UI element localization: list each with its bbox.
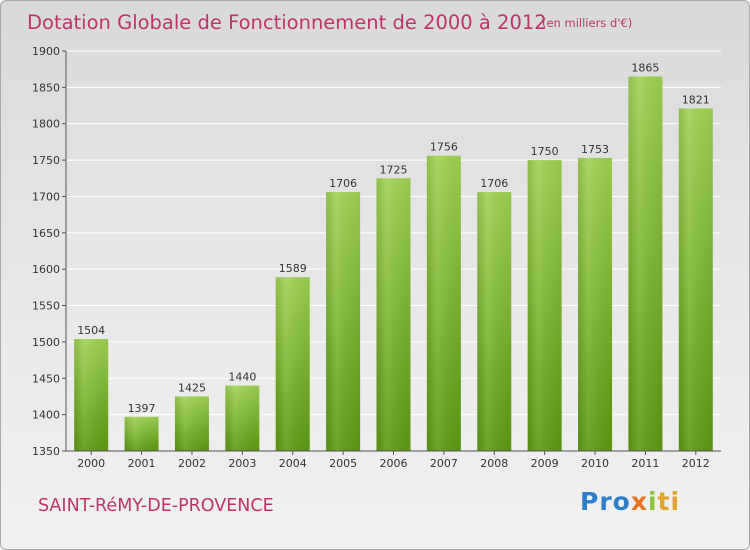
x-tick-label: 2007 — [430, 457, 458, 470]
y-tick-label: 1750 — [32, 154, 60, 167]
axes: 1350 1400 1450 1500 1550 1600 1650 1700 1750 1800… — [32, 45, 721, 470]
proxiti-logo: Proxiti — [580, 487, 681, 516]
y-tick-label: 1850 — [32, 81, 60, 94]
y-tick-label: 1600 — [32, 263, 60, 276]
bar-shade — [678, 108, 713, 452]
x-tick-label: 2006 — [380, 457, 408, 470]
data-label: 1706 — [480, 177, 508, 190]
chart-title: Dotation Globale de Fonctionnement de 20… — [27, 11, 547, 34]
bar-shade — [426, 155, 461, 451]
data-label: 1504 — [77, 324, 105, 337]
data-label: 1706 — [329, 177, 357, 190]
chart-subtitle: (en milliers d'€) — [542, 16, 633, 30]
bars — [74, 76, 713, 452]
x-tick-label: 2012 — [682, 457, 710, 470]
x-tick-label: 2010 — [581, 457, 609, 470]
data-label: 1756 — [430, 141, 458, 154]
y-tick-label: 1400 — [32, 409, 60, 422]
y-tick-label: 1500 — [32, 336, 60, 349]
bar-shade — [376, 178, 411, 452]
data-label: 1821 — [682, 93, 710, 106]
data-label: 1865 — [631, 61, 659, 74]
data-label: 1589 — [279, 262, 307, 275]
x-tick-label: 2008 — [480, 457, 508, 470]
bar-shade — [225, 385, 260, 451]
city-name: SAINT-RéMY-DE-PROVENCE — [38, 496, 274, 516]
y-tick-label: 1900 — [32, 45, 60, 58]
bar-shade — [124, 416, 159, 451]
data-label: 1425 — [178, 381, 206, 394]
data-label: 1397 — [128, 402, 156, 415]
bar-shade — [74, 339, 109, 451]
x-tick-label: 2005 — [329, 457, 357, 470]
y-tick-label: 1450 — [32, 372, 60, 385]
y-tick-label: 1800 — [32, 118, 60, 131]
bar-shade — [174, 396, 209, 451]
y-tick-label: 1550 — [32, 300, 60, 313]
x-tick-label: 2009 — [531, 457, 559, 470]
data-label: 1725 — [380, 163, 408, 176]
y-tick-label: 1700 — [32, 190, 60, 203]
bar-shade — [477, 192, 512, 451]
data-label: 1753 — [581, 143, 609, 156]
x-tick-label: 2002 — [178, 457, 206, 470]
data-label: 1440 — [228, 371, 256, 384]
bar-shade — [326, 192, 361, 451]
bar-shade — [578, 157, 613, 451]
x-tick-label: 2004 — [279, 457, 307, 470]
bar-shade — [275, 277, 310, 451]
data-label: 1750 — [531, 145, 559, 158]
x-tick-label: 2003 — [228, 457, 256, 470]
x-tick-label: 2001 — [128, 457, 156, 470]
x-tick-label: 2011 — [631, 457, 659, 470]
y-tick-label: 1350 — [32, 445, 60, 458]
bar-shade — [628, 76, 663, 452]
y-tick-label: 1650 — [32, 227, 60, 240]
data-labels: 1504 1397 1425 1440 1589 1706 1725 1756 1706 1750… — [77, 61, 710, 414]
bar-shade — [527, 160, 562, 451]
x-tick-label: 2000 — [77, 457, 105, 470]
